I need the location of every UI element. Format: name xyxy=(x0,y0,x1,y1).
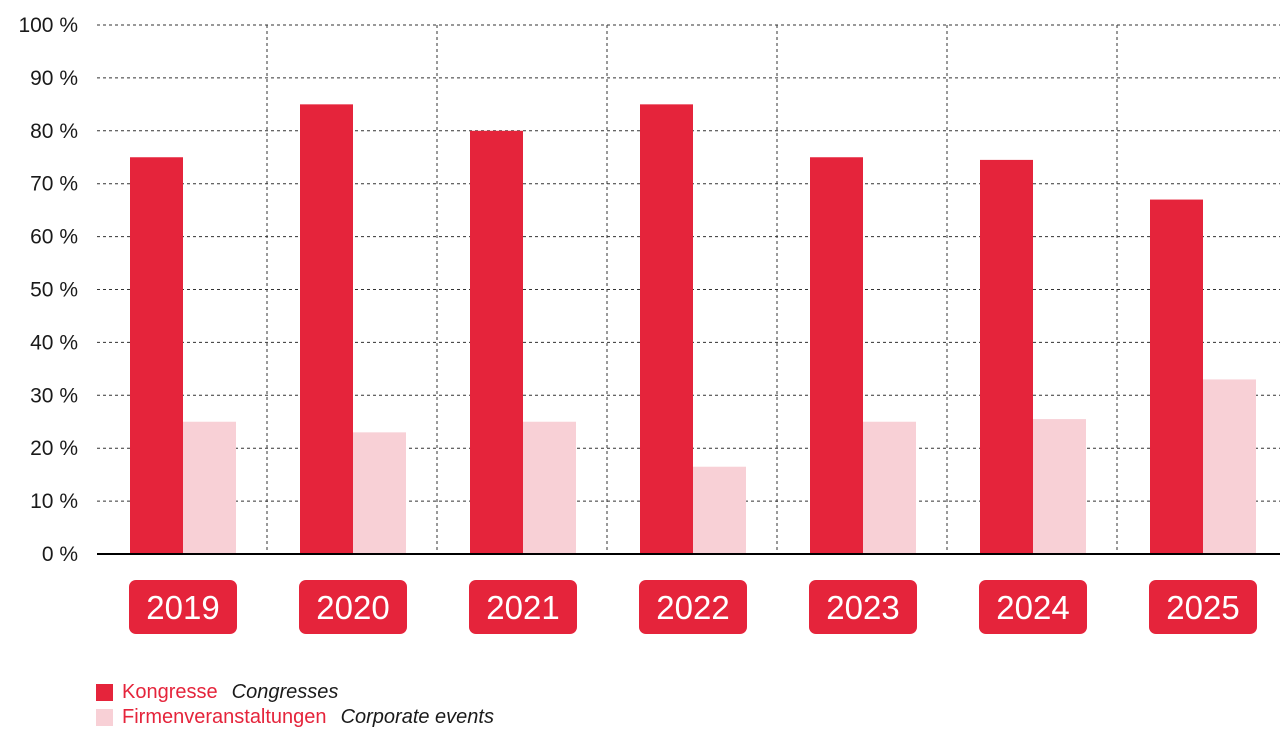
y-tick-label: 70 % xyxy=(30,173,78,196)
bar-congresses-2022 xyxy=(640,104,693,554)
grid-lines xyxy=(97,24,1280,554)
x-category-label: 2020 xyxy=(316,589,389,626)
x-category-label: 2021 xyxy=(486,589,559,626)
legend-label-de: Kongresse xyxy=(122,681,218,703)
y-tick-label: 30 % xyxy=(30,384,78,407)
y-tick-label: 10 % xyxy=(30,490,78,513)
legend-swatch-corporate-events xyxy=(96,709,113,726)
bar-congresses-2024 xyxy=(980,159,1033,554)
category-label-badge xyxy=(469,580,577,634)
category-label-badge xyxy=(299,580,407,634)
y-tick-label: 50 % xyxy=(30,279,78,302)
bar-corporate-events-2020 xyxy=(353,432,406,554)
legend-item-corporate-events: Firmenveranstaltungen Corporate events xyxy=(96,705,494,730)
legend: Kongresse Congresses Firmenveranstaltung… xyxy=(96,680,494,730)
y-tick-label: 80 % xyxy=(30,120,78,143)
bar-corporate-events-2021 xyxy=(523,421,576,554)
bar-congresses-2023 xyxy=(810,157,863,554)
bar-corporate-events-2019 xyxy=(183,421,236,554)
bar-congresses-2020 xyxy=(300,104,353,554)
x-category-label: 2022 xyxy=(656,589,729,626)
bar-corporate-events-2023 xyxy=(863,421,916,554)
x-category-label: 2023 xyxy=(826,589,899,626)
x-category-label: 2019 xyxy=(146,589,219,626)
category-label-badge xyxy=(129,580,237,634)
bar-congresses-2025 xyxy=(1150,199,1203,554)
bar-chart: 0 % 10 % 20 % 30 % 40 % 50 % 60 % 70 % 80 % 90 % 1… xyxy=(18,14,1280,634)
bar-corporate-events-2024 xyxy=(1033,419,1086,554)
legend-item-congresses: Kongresse Congresses xyxy=(96,680,494,705)
category-label-badge xyxy=(809,580,917,634)
x-category-label: 2025 xyxy=(1166,589,1239,626)
legend-label-en: Corporate events xyxy=(340,706,494,728)
legend-swatch-congresses xyxy=(96,684,113,701)
category-label-badge xyxy=(979,580,1087,634)
bars xyxy=(130,104,1256,555)
legend-label-de: Firmenveranstaltungen xyxy=(122,706,327,728)
bar-congresses-2019 xyxy=(130,157,183,554)
bar-corporate-events-2025 xyxy=(1203,379,1256,554)
y-tick-label: 20 % xyxy=(30,437,78,460)
y-axis-tick-labels: 0 % 10 % 20 % 30 % 40 % 50 % 60 % 70 % 80 % 90 % 1… xyxy=(18,14,78,566)
bar-corporate-events-2022 xyxy=(693,466,746,554)
x-category-label: 2024 xyxy=(996,589,1069,626)
y-tick-label: 100 % xyxy=(18,14,78,37)
y-tick-label: 0 % xyxy=(42,543,78,566)
category-label-badge xyxy=(1149,580,1257,634)
category-label-badge xyxy=(639,580,747,634)
legend-label-en: Congresses xyxy=(231,681,339,703)
y-tick-label: 90 % xyxy=(30,67,78,90)
y-tick-label: 60 % xyxy=(30,226,78,249)
y-tick-label: 40 % xyxy=(30,331,78,354)
bar-congresses-2021 xyxy=(470,130,523,555)
x-axis-category-labels: 2019 2020 2021 2022 2023 2024 2025 xyxy=(129,580,1257,634)
